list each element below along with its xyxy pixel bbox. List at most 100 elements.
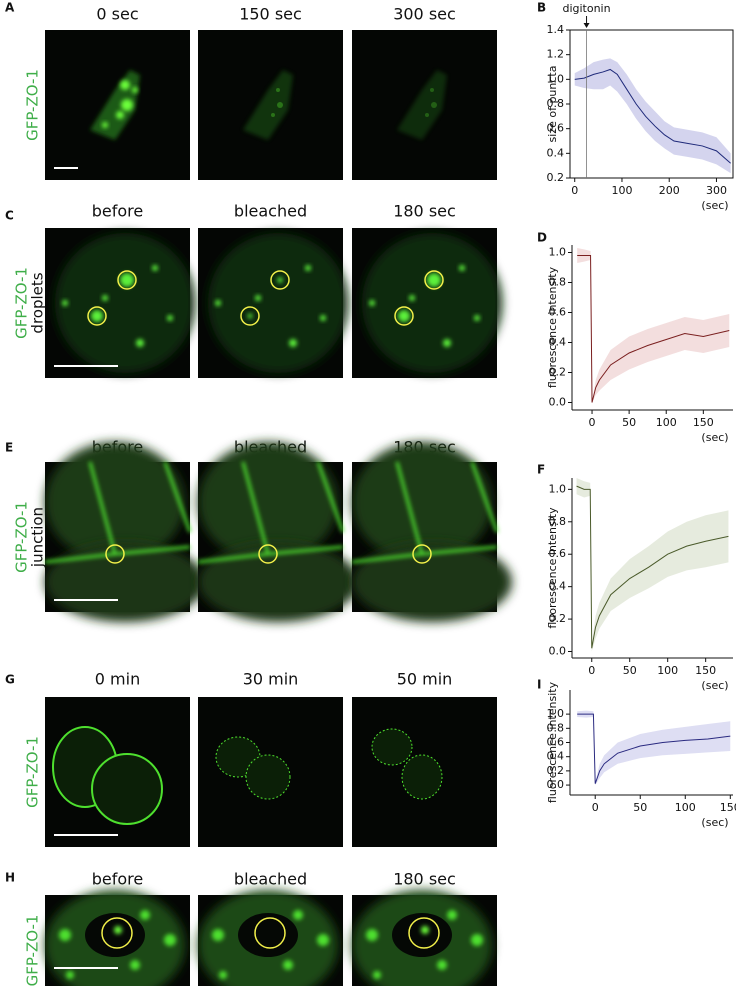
panel-letter: H: [5, 871, 15, 885]
image-panel: [45, 890, 190, 990]
timepoint-label: 0 min: [95, 670, 140, 689]
timepoint-label: bleached: [234, 202, 307, 221]
mean-line: [577, 713, 731, 784]
signal: [66, 971, 74, 979]
signal: [398, 310, 410, 322]
cell: [243, 70, 293, 140]
image-panel: [352, 228, 502, 378]
junction: [197, 461, 345, 564]
timepoint-label: 300 sec: [393, 5, 456, 24]
signal: [320, 315, 326, 321]
signal: [443, 339, 451, 347]
x-tick-label: 50: [622, 416, 636, 429]
y-tick-label: 0.2: [549, 366, 567, 379]
signal: [219, 971, 227, 979]
cell-outline: [401, 754, 443, 800]
signal: [45, 442, 185, 562]
panel-letter: A: [5, 1, 15, 15]
timepoint-label: 180 sec: [393, 202, 456, 221]
cell-signal: [351, 442, 512, 622]
signal: [120, 273, 134, 287]
signal: [212, 929, 224, 941]
image-panel: [198, 890, 343, 990]
timepoint-label: 50 min: [397, 670, 453, 689]
error-band: [577, 248, 730, 403]
signal: [91, 310, 103, 322]
x-axis-unit: (sec): [701, 431, 728, 444]
cell-outline: [245, 754, 291, 800]
y-tick-label: 0.4: [547, 750, 565, 763]
x-tick-label: 100: [675, 801, 696, 814]
signal: [289, 339, 297, 347]
signal: [132, 87, 138, 93]
signal: [59, 929, 71, 941]
row-label: GFP-ZO-1: [24, 69, 42, 141]
signal: [198, 542, 358, 622]
signal: [271, 113, 275, 117]
x-tick-label: 0: [592, 801, 599, 814]
image-panel: [198, 30, 343, 180]
y-tick-label: 0.0: [547, 778, 565, 791]
y-tick-label: 0.4: [547, 146, 565, 159]
y-tick-label: 1.2: [547, 48, 565, 61]
cell-signal: [243, 70, 293, 140]
signal: [102, 122, 108, 128]
x-tick-label: 50: [633, 801, 647, 814]
cell-signal: [90, 70, 140, 140]
y-tick-label: 0.8: [547, 97, 565, 110]
row-label: GFP-ZO-1: [24, 915, 42, 986]
image-panel: [351, 442, 512, 622]
cell-signal: [362, 233, 502, 373]
cell-signal: [397, 70, 447, 140]
bleach-roi: [105, 544, 125, 564]
signal: [114, 926, 122, 934]
signal: [167, 315, 173, 321]
signal: [283, 960, 293, 970]
signal: [116, 111, 124, 119]
annotation-text: digitonin: [562, 2, 610, 15]
x-tick-label: 0: [588, 664, 595, 677]
x-axis-unit: (sec): [701, 199, 728, 212]
image-panel: [352, 697, 497, 847]
timepoint-label: 150 sec: [239, 5, 302, 24]
image-panel: [45, 228, 195, 378]
cell-signal: [55, 233, 195, 373]
y-axis-label: fluorescence intensity: [546, 266, 559, 388]
signal: [305, 265, 311, 271]
panel-letter: D: [537, 231, 547, 245]
y-tick-label: 0.2: [549, 612, 567, 625]
cell-signal: [371, 728, 443, 800]
panel-letter: E: [5, 441, 13, 455]
signal: [362, 233, 502, 373]
x-tick-label: 300: [706, 184, 727, 197]
y-tick-label: 1.0: [549, 482, 567, 495]
y-axis-label: fluorescence intensity: [546, 681, 559, 803]
y-tick-label: 0.0: [549, 396, 567, 409]
cell: [397, 70, 447, 140]
y-tick-label: 1.0: [547, 72, 565, 85]
x-tick-label: 100: [611, 184, 632, 197]
signal: [447, 910, 457, 920]
y-tick-label: 0.6: [547, 736, 565, 749]
signal: [238, 913, 298, 957]
mean-line: [574, 68, 731, 164]
signal: [366, 929, 378, 941]
signal: [247, 313, 253, 319]
signal: [277, 102, 283, 108]
cell-outline: [91, 753, 163, 825]
panel-letter: C: [5, 209, 14, 223]
signal: [62, 300, 68, 306]
signal: [120, 80, 130, 90]
signal: [430, 88, 434, 92]
cell-signal: [352, 890, 492, 990]
cell-signal: [45, 890, 185, 990]
error-band: [577, 710, 731, 786]
x-tick-label: 150: [720, 801, 736, 814]
signal: [474, 315, 480, 321]
y-tick-label: 1.0: [549, 246, 567, 259]
signal: [277, 277, 283, 283]
x-tick-label: 150: [693, 416, 714, 429]
y-tick-label: 0.2: [547, 171, 565, 184]
row-label: GFP-ZO-1: [13, 501, 31, 573]
signal: [409, 295, 415, 301]
